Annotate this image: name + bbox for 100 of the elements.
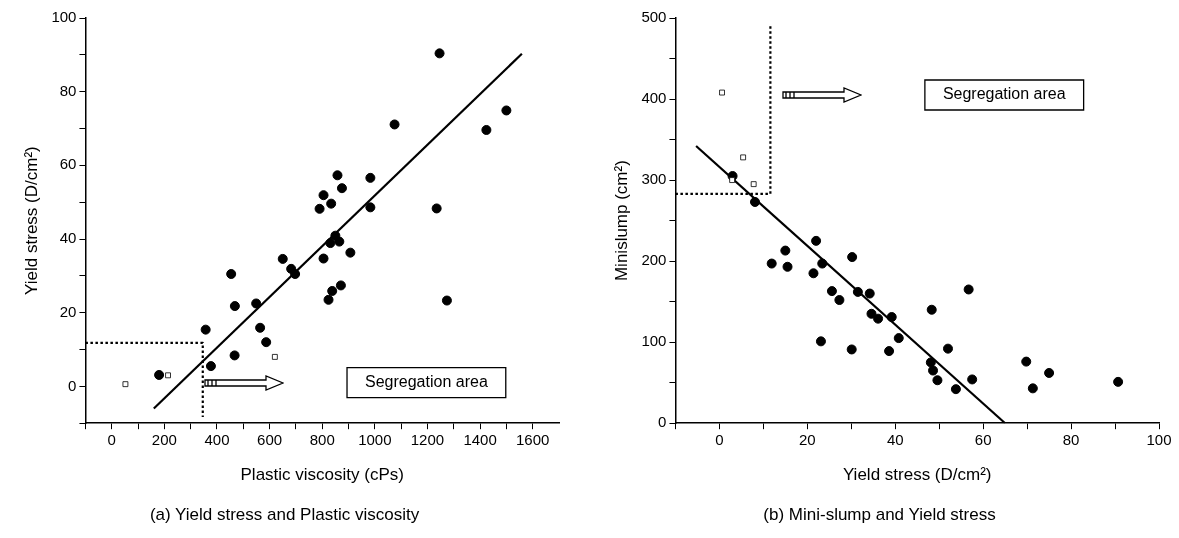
annotation: Segregation area — [365, 373, 488, 391]
point — [229, 350, 240, 361]
point — [967, 374, 978, 385]
y-axis-title: Yield stress (D/cm²) — [21, 146, 41, 295]
point — [327, 285, 338, 296]
point — [815, 336, 826, 347]
point — [200, 324, 211, 335]
point — [864, 288, 875, 299]
point — [782, 261, 793, 272]
point — [205, 361, 216, 372]
x-tick-label: 1400 — [463, 431, 497, 449]
x-tick-label: 20 — [798, 431, 816, 449]
point — [501, 105, 512, 116]
point — [122, 381, 129, 388]
y-tick-label: 400 — [641, 89, 667, 107]
x-tick-label: 0 — [715, 431, 724, 449]
y-tick-label: 20 — [59, 302, 77, 320]
point — [886, 312, 897, 323]
x-axis-title: Plastic viscosity (cPs) — [240, 465, 404, 485]
point — [441, 295, 452, 306]
point — [932, 375, 943, 386]
x-tick-label: 400 — [204, 431, 230, 449]
point — [846, 344, 857, 355]
point — [766, 258, 777, 269]
x-tick-label: 200 — [151, 431, 177, 449]
point — [336, 183, 347, 194]
x-tick-label: 1000 — [358, 431, 392, 449]
point — [335, 280, 346, 291]
point — [255, 322, 266, 333]
y-tick-label: 200 — [641, 251, 667, 269]
point — [808, 268, 819, 279]
y-tick-label: 100 — [51, 8, 77, 26]
point — [251, 298, 262, 309]
y-tick-label: 100 — [641, 332, 667, 350]
point — [365, 202, 376, 213]
point — [884, 346, 895, 357]
x-tick-label: 1200 — [410, 431, 445, 449]
annotation: Segregation area — [942, 85, 1066, 103]
point — [261, 337, 272, 348]
point — [434, 48, 445, 59]
point — [1044, 367, 1055, 378]
point — [290, 269, 301, 280]
point — [750, 181, 757, 188]
point — [866, 308, 877, 319]
x-tick-label: 800 — [309, 431, 335, 449]
point — [226, 269, 237, 280]
y-tick-label: 500 — [641, 8, 667, 26]
point — [925, 357, 936, 368]
point — [277, 253, 288, 264]
point — [817, 258, 828, 269]
point — [963, 284, 974, 295]
text: (b) Mini-slump and Yield stress — [763, 505, 996, 525]
point — [334, 236, 345, 247]
x-tick-label: 80 — [1062, 431, 1080, 449]
point — [826, 286, 837, 297]
point — [719, 89, 725, 96]
point — [165, 372, 171, 379]
point — [852, 286, 863, 297]
point — [750, 196, 760, 207]
point — [811, 235, 822, 246]
point — [318, 190, 329, 201]
x-axis-title: Yield stress (D/cm²) — [842, 465, 992, 485]
y-tick-label: 300 — [641, 170, 667, 188]
x-tick-label: 60 — [974, 431, 992, 449]
point — [834, 295, 845, 306]
point — [365, 172, 376, 183]
x-tick-label: 100 — [1146, 431, 1172, 449]
x-tick-label: 600 — [257, 431, 283, 449]
point — [1021, 356, 1032, 367]
x-tick-label: 1600 — [516, 431, 550, 449]
point — [780, 245, 791, 256]
point — [1027, 383, 1038, 394]
point — [325, 238, 336, 249]
point — [345, 247, 356, 258]
point — [481, 124, 492, 135]
point — [314, 203, 325, 214]
y-tick-label: 40 — [59, 229, 77, 247]
point — [893, 333, 904, 344]
point — [326, 198, 337, 209]
y-tick-label: 0 — [658, 413, 667, 431]
point — [729, 177, 736, 183]
x-tick-label: 0 — [107, 431, 116, 449]
point — [740, 154, 746, 161]
y-tick-label: 80 — [59, 81, 77, 99]
point — [431, 203, 442, 214]
point — [928, 365, 939, 376]
y-tick-label: 60 — [59, 155, 77, 173]
point — [332, 170, 343, 181]
y-tick-label: 0 — [68, 376, 77, 394]
point — [942, 343, 953, 354]
point — [271, 354, 278, 360]
point — [154, 369, 165, 380]
point — [950, 384, 961, 395]
point — [1113, 376, 1124, 387]
point — [229, 301, 240, 312]
point — [389, 119, 400, 130]
point — [926, 304, 937, 315]
point — [323, 294, 334, 305]
point — [847, 252, 858, 263]
point — [873, 313, 884, 324]
